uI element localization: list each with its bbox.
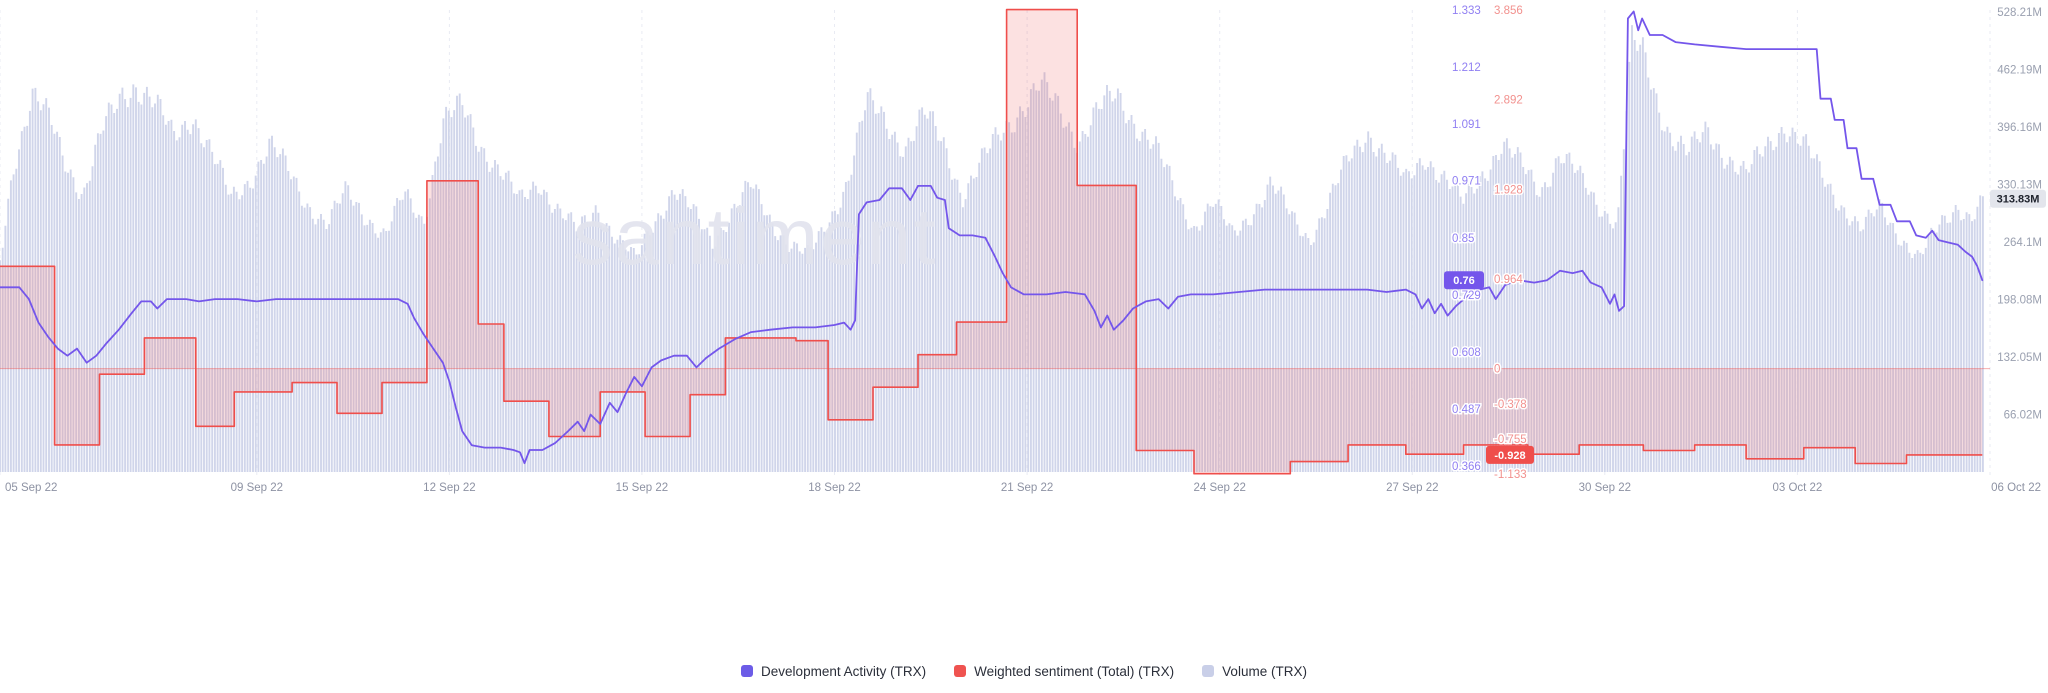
legend-label-weighted-sentiment: Weighted sentiment (Total) (TRX) xyxy=(974,663,1175,679)
dev-activity-current-value-badge: 0.76 xyxy=(1444,271,1484,290)
legend-item-development-activity[interactable]: Development Activity (TRX) xyxy=(741,664,926,679)
svg-text:-0.378: -0.378 xyxy=(1494,399,1527,411)
sentiment-current-value-badge: -0.928 xyxy=(1486,445,1534,464)
current-value-badges: 0.76 -0.928 313.83M xyxy=(1444,189,2046,464)
svg-text:3.856: 3.856 xyxy=(1494,5,1523,17)
svg-text:1.928: 1.928 xyxy=(1494,184,1523,196)
svg-text:09 Sep 22: 09 Sep 22 xyxy=(231,482,283,494)
svg-text:21 Sep 22: 21 Sep 22 xyxy=(1001,482,1053,494)
svg-text:330.13M: 330.13M xyxy=(1997,180,2042,192)
svg-text:528.21M: 528.21M xyxy=(1997,7,2042,19)
svg-text:198.08M: 198.08M xyxy=(1997,295,2042,307)
volume-axis-labels: 528.21M 462.19M 396.16M 330.13M 264.1M 198.08… xyxy=(1996,6,2044,424)
svg-text:264.1M: 264.1M xyxy=(2004,237,2042,249)
svg-text:0.608: 0.608 xyxy=(1452,347,1481,359)
svg-text:12 Sep 22: 12 Sep 22 xyxy=(423,482,475,494)
bottom-whitespace xyxy=(0,502,2048,659)
legend-item-volume[interactable]: Volume (TRX) xyxy=(1202,664,1307,679)
svg-text:05 Sep 22: 05 Sep 22 xyxy=(5,482,57,494)
volume-bars xyxy=(0,25,1984,472)
svg-text:0.366: 0.366 xyxy=(1452,461,1481,473)
volume-current-value-badge: 313.83M xyxy=(1990,189,2046,208)
multi-series-chart[interactable]: santiment 1.3331.2121.0910.9710.850.7290… xyxy=(0,0,2048,502)
svg-text:66.02M: 66.02M xyxy=(2004,410,2042,422)
dev-activity-swatch-icon xyxy=(741,665,754,677)
svg-text:0.487: 0.487 xyxy=(1452,404,1481,416)
svg-text:2.892: 2.892 xyxy=(1494,95,1523,107)
svg-text:0.76: 0.76 xyxy=(1453,275,1474,287)
svg-text:396.16M: 396.16M xyxy=(1997,122,2042,134)
svg-text:0.971: 0.971 xyxy=(1452,176,1481,188)
chart-legend: Development Activity (TRX) Weighted sent… xyxy=(0,659,2048,693)
volume-swatch-icon xyxy=(1202,665,1215,677)
svg-text:15 Sep 22: 15 Sep 22 xyxy=(616,482,668,494)
svg-text:313.83M: 313.83M xyxy=(1997,194,2040,206)
date-axis-labels: 05 Sep 22 09 Sep 22 12 Sep 22 15 Sep 22 18 S… xyxy=(5,482,2041,494)
weighted-sentiment-series xyxy=(0,8,1990,475)
svg-text:1.212: 1.212 xyxy=(1452,62,1481,74)
svg-text:30 Sep 22: 30 Sep 22 xyxy=(1579,482,1631,494)
svg-text:-0.928: -0.928 xyxy=(1494,450,1525,462)
legend-label-volume: Volume (TRX) xyxy=(1222,663,1307,679)
chart-area: santiment 1.333 1.212 1.091 0.971 0.85 0.729 0… xyxy=(0,0,2048,502)
svg-text:03 Oct 22: 03 Oct 22 xyxy=(1772,482,1822,494)
svg-text:-0.755: -0.755 xyxy=(1494,434,1527,446)
svg-text:06 Oct 22: 06 Oct 22 xyxy=(1991,482,2041,494)
santiment-watermark: santiment xyxy=(573,192,938,281)
svg-text:-1.133: -1.133 xyxy=(1494,469,1527,481)
svg-text:24 Sep 22: 24 Sep 22 xyxy=(1193,482,1245,494)
svg-text:0: 0 xyxy=(1494,364,1500,376)
sentiment-axis-labels: 3.856 2.892 1.928 0.964 0 -0.378 -0.755 -1.133 xyxy=(1493,4,1529,483)
svg-text:0.964: 0.964 xyxy=(1494,274,1523,286)
svg-text:27 Sep 22: 27 Sep 22 xyxy=(1386,482,1438,494)
svg-text:0.729: 0.729 xyxy=(1452,290,1481,302)
svg-text:462.19M: 462.19M xyxy=(1997,65,2042,77)
svg-text:1.333: 1.333 xyxy=(1452,5,1481,17)
development-activity-line xyxy=(0,10,1984,465)
svg-text:18 Sep 22: 18 Sep 22 xyxy=(808,482,860,494)
weighted-sentiment-swatch-icon xyxy=(954,665,967,677)
svg-text:132.05M: 132.05M xyxy=(1997,352,2042,364)
legend-label-development-activity: Development Activity (TRX) xyxy=(761,663,927,679)
svg-text:1.091: 1.091 xyxy=(1452,119,1481,131)
legend-item-weighted-sentiment[interactable]: Weighted sentiment (Total) (TRX) xyxy=(954,664,1174,679)
dev-activity-axis-labels: 1.333 1.212 1.091 0.971 0.85 0.729 0.608 0.487 0… xyxy=(1451,4,1483,475)
svg-text:0.85: 0.85 xyxy=(1452,233,1474,245)
